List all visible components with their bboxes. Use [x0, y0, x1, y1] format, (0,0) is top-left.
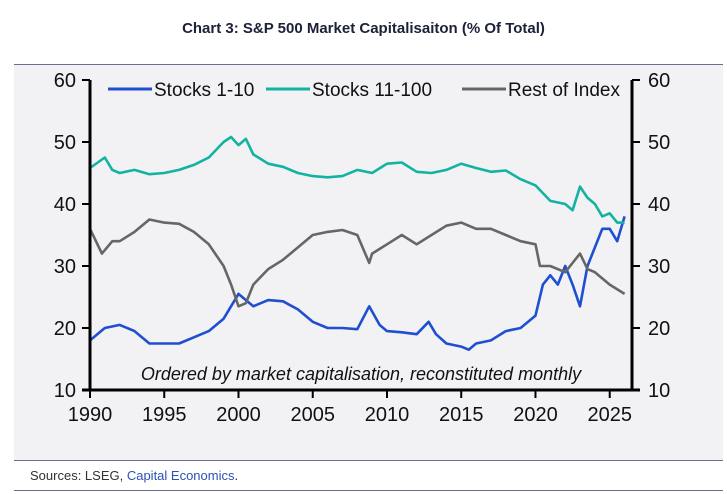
y-tick-label-left: 40: [54, 194, 76, 216]
series-line-0: [89, 216, 626, 351]
y-tick-label-right: 20: [648, 318, 670, 340]
series-line-1: [89, 135, 625, 224]
y-tick-label-right: 60: [648, 70, 670, 92]
x-tick-label: 2005: [290, 404, 335, 426]
legend-label-0: Stocks 1-10: [154, 80, 254, 101]
y-tick-label-left: 30: [54, 256, 76, 278]
source-suffix: .: [234, 468, 239, 483]
x-tick-label: 2025: [587, 404, 632, 426]
source-note: Sources: LSEG, Capital Economics.: [30, 468, 238, 483]
series-line-2: [88, 218, 626, 308]
source-prefix: Sources: LSEG,: [30, 468, 127, 483]
x-tick-label: 1995: [142, 404, 187, 426]
x-tick-label: 2010: [365, 404, 410, 426]
source-divider-top: [14, 460, 723, 461]
x-tick-label: 2015: [439, 404, 484, 426]
x-tick-label: 2000: [216, 404, 261, 426]
legend-label-1: Stocks 11-100: [312, 80, 432, 101]
source-link[interactable]: Capital Economics: [126, 468, 235, 483]
y-tick-label-right: 40: [648, 194, 670, 216]
x-tick-label: 2020: [513, 404, 558, 426]
x-tick-label: 1990: [68, 404, 113, 426]
y-tick-label-right: 50: [648, 132, 670, 154]
y-tick-label-left: 20: [54, 318, 76, 340]
y-tick-label-right: 30: [648, 256, 670, 278]
y-tick-label-left: 60: [54, 70, 76, 92]
legend-label-2: Rest of Index: [508, 80, 620, 101]
y-tick-label-right: 10: [648, 380, 670, 402]
y-tick-label-left: 10: [54, 380, 76, 402]
chart-title: Chart 3: S&P 500 Market Capitalisaiton (…: [182, 20, 545, 37]
title-divider: [14, 64, 723, 65]
source-divider-bottom: [14, 490, 723, 491]
chart-annotation: Ordered by market capitalisation, recons…: [141, 364, 582, 384]
y-tick-label-left: 50: [54, 132, 76, 154]
